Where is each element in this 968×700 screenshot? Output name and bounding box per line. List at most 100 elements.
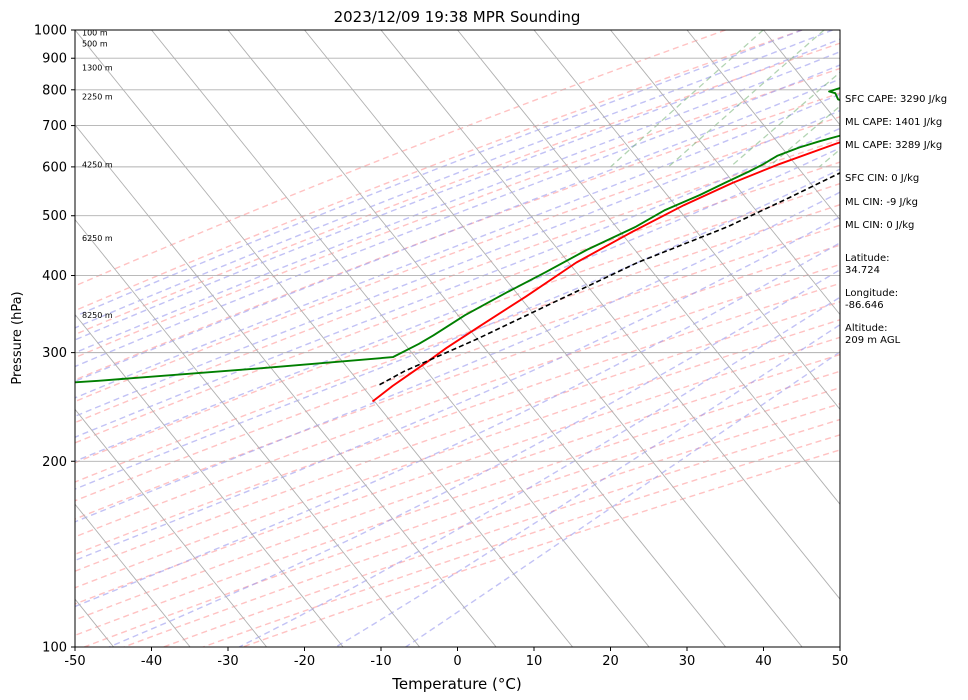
y-tick-label: 100 xyxy=(42,641,67,656)
x-tick-label: -40 xyxy=(141,654,162,669)
info-text: ML CAPE: 3289 J/kg xyxy=(845,140,942,151)
y-tick-label: 300 xyxy=(42,346,67,361)
y-tick-label: 400 xyxy=(42,269,67,284)
dry-adiabat-line xyxy=(75,203,840,483)
y-tick-label: 700 xyxy=(42,119,67,134)
info-text: 209 m AGL xyxy=(845,335,901,346)
dry-adiabat-line xyxy=(75,30,803,312)
mixing-ratio-line xyxy=(945,30,968,167)
sounding-profiles xyxy=(75,86,840,403)
sounding-info-panel: SFC CAPE: 3290 J/kg ML CAPE: 1401 J/kg ML … xyxy=(845,94,947,346)
isotherm-line xyxy=(75,124,497,647)
moist-adiabat-line xyxy=(108,268,840,647)
altitude-label: 8250 m xyxy=(82,311,113,320)
dry-adiabat-line xyxy=(75,370,840,637)
temperature-profile-line xyxy=(371,141,840,403)
y-tick-label: 500 xyxy=(42,209,67,224)
isotherm-line xyxy=(304,30,803,647)
moist-adiabat-line xyxy=(75,127,840,438)
moist-adiabat-line xyxy=(75,109,840,418)
parcel-profile-line xyxy=(377,172,840,387)
x-tick-label: 10 xyxy=(526,654,543,669)
isotherm-line xyxy=(380,30,840,600)
x-tick-label: -50 xyxy=(64,654,85,669)
altitude-label: 500 m xyxy=(82,40,108,49)
y-tick-label: 800 xyxy=(42,83,67,98)
isotherm-line xyxy=(457,30,840,505)
x-tick-label: 30 xyxy=(679,654,696,669)
moist-adiabat-line xyxy=(75,215,840,562)
altitude-label: 4250 m xyxy=(82,161,113,170)
dry-adiabat-line xyxy=(75,353,840,621)
dry-adiabat-line xyxy=(75,336,840,605)
moist-adiabat-line xyxy=(75,93,840,399)
isotherm-line xyxy=(75,503,191,647)
info-text: Altitude: xyxy=(845,323,887,334)
x-tick-label: 50 xyxy=(832,654,849,669)
dry-adiabat-line xyxy=(75,161,840,444)
x-tick-label: 0 xyxy=(453,654,461,669)
moist-adiabat-line xyxy=(75,51,840,354)
y-tick-label: 200 xyxy=(42,455,67,470)
isotherm-line xyxy=(151,30,650,647)
dry-adiabat-line xyxy=(75,319,840,589)
isotherm-line xyxy=(75,313,344,647)
dry-adiabat-line xyxy=(75,30,726,287)
moist-adiabat-line xyxy=(75,241,840,608)
dry-adiabat-line xyxy=(75,116,840,403)
dry-adiabat-line xyxy=(75,139,840,424)
dry-adiabat-line xyxy=(75,263,840,538)
info-text: Longitude: xyxy=(845,288,898,299)
altitude-label: 6250 m xyxy=(82,234,113,243)
moist-adiabat-line xyxy=(75,147,840,463)
dry-adiabat-line xyxy=(75,244,840,520)
altitude-label: 1300 m xyxy=(82,63,113,72)
y-axis-ticks: 100 200 300 400 500 600 700 800 900 1000 xyxy=(34,24,75,656)
info-text: 34.724 xyxy=(845,265,880,276)
info-text: SFC CAPE: 3290 J/kg xyxy=(845,94,947,105)
y-tick-label: 1000 xyxy=(34,24,67,39)
chart-title: 2023/12/09 19:38 MPR Sounding xyxy=(334,8,581,26)
moist-adiabat-line xyxy=(75,64,840,368)
dry-adiabat-line xyxy=(75,224,840,502)
info-text: Latitude: xyxy=(845,253,890,264)
isotherm-line xyxy=(75,218,420,647)
info-text: -86.646 xyxy=(845,300,884,311)
moist-adiabat-line xyxy=(75,168,840,490)
isotherm-line xyxy=(610,30,840,316)
x-tick-label: 20 xyxy=(602,654,619,669)
y-axis-title: Pressure (hPa) xyxy=(10,291,25,384)
moist-adiabat-line xyxy=(75,30,833,329)
info-text: ML CAPE: 1401 J/kg xyxy=(845,117,942,128)
background-lines xyxy=(75,30,968,647)
dry-adiabat-line xyxy=(75,42,840,336)
x-axis-ticks: -50 -40 -30 -20 -10 0 10 20 30 40 50 xyxy=(64,647,848,669)
dry-adiabat-line xyxy=(75,182,840,464)
x-tick-label: -10 xyxy=(370,654,391,669)
y-tick-label: 900 xyxy=(42,52,67,67)
isotherm-line xyxy=(75,408,267,647)
moist-adiabat-line xyxy=(75,191,840,523)
x-tick-label: 40 xyxy=(755,654,772,669)
moist-adiabat-line xyxy=(75,38,840,341)
dry-adiabat-line xyxy=(75,301,840,572)
dry-adiabat-line xyxy=(75,282,840,556)
dry-adiabat-line xyxy=(242,449,840,647)
moist-adiabat-line xyxy=(238,296,840,647)
altitude-labels: 100 m 500 m 1300 m 2250 m 4250 m 6250 m 8250 m xyxy=(82,29,113,320)
isotherm-line xyxy=(686,30,840,221)
dewpoint-profile-line xyxy=(75,86,840,384)
dry-adiabat-line xyxy=(83,386,840,647)
y-tick-label: 600 xyxy=(42,160,67,175)
x-axis-title: Temperature (°C) xyxy=(391,675,521,693)
isotherm-line xyxy=(533,30,840,411)
isotherm-line xyxy=(75,30,573,647)
x-tick-label: -30 xyxy=(217,654,238,669)
dry-adiabat-line xyxy=(75,92,840,381)
altitude-label: 100 m xyxy=(82,29,108,38)
info-text: ML CIN: 0 J/kg xyxy=(845,220,914,231)
info-text: SFC CIN: 0 J/kg xyxy=(845,173,919,184)
mixing-ratio-line xyxy=(610,30,764,168)
altitude-label: 2250 m xyxy=(82,93,113,102)
